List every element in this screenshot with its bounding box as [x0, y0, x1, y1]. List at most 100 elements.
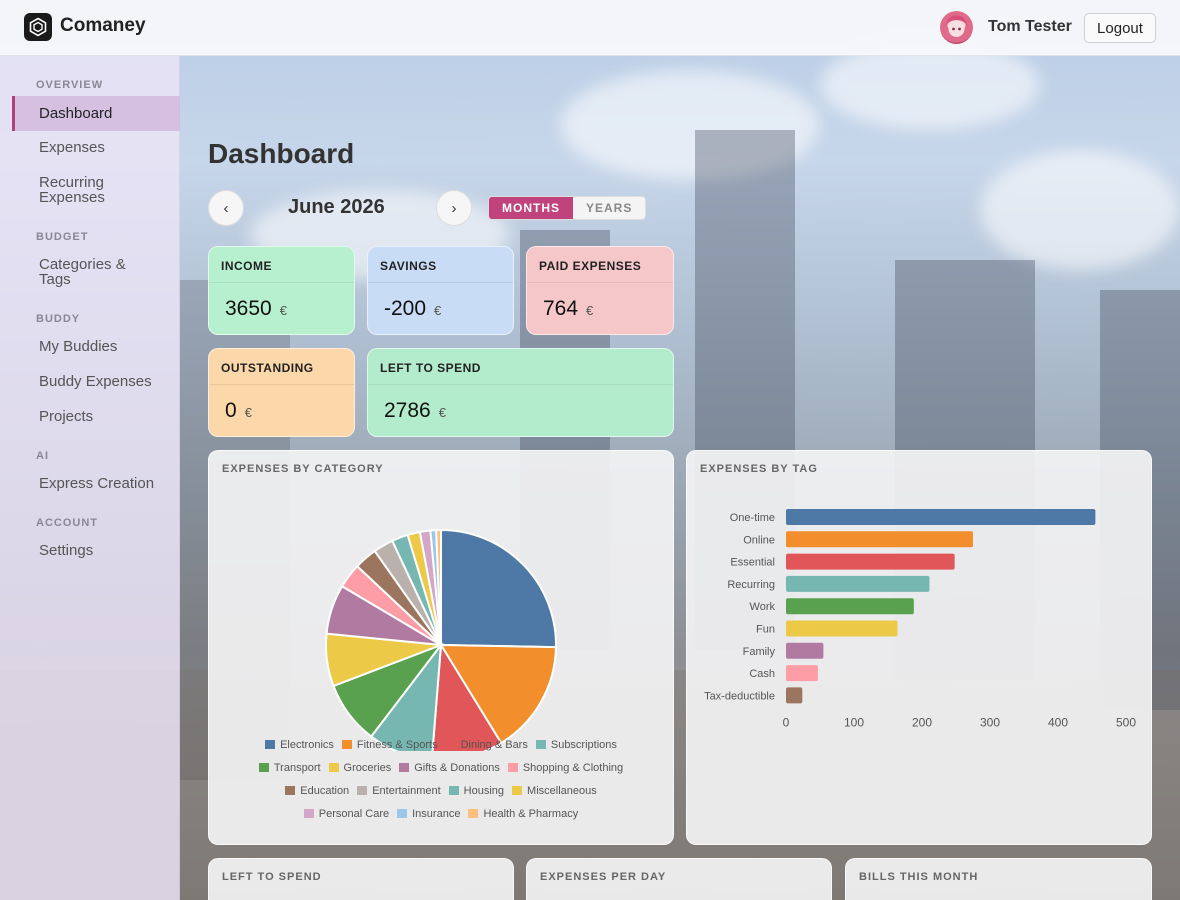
next-period-button[interactable]: › [436, 190, 472, 226]
legend-swatch [265, 740, 276, 749]
bar-one-time[interactable] [786, 509, 1096, 525]
savings-value: -200 [384, 297, 427, 320]
legend-label: Subscriptions [550, 739, 617, 751]
sidebar-section-ai: AI [36, 450, 49, 462]
sidebar: OVERVIEW Dashboard Expenses Recurring Ex… [0, 56, 180, 900]
main-content: Dashboard ‹ June 2026 › MONTHS YEARS INC… [180, 56, 1180, 900]
period-mode-toggle: MONTHS YEARS [488, 196, 647, 220]
user-avatar[interactable] [940, 11, 973, 44]
x-tick-label: 400 [1048, 716, 1068, 730]
legend-label: Electronics [280, 739, 334, 751]
legend-label: Insurance [412, 808, 461, 820]
paid-expenses-value: 764 [543, 297, 579, 320]
legend-label: Fitness & Sports [356, 739, 438, 751]
income-currency: € [279, 303, 287, 318]
legend-item[interactable]: Groceries [328, 762, 391, 774]
legend-label: Health & Pharmacy [483, 808, 579, 820]
legend-swatch [357, 786, 368, 795]
expenses-per-day-panel: EXPENSES PER DAY [526, 858, 832, 900]
sidebar-item-express-creation[interactable]: Express Creation [39, 475, 155, 492]
bar-category-label: Family [743, 646, 776, 658]
chevron-right-icon: › [451, 199, 457, 217]
bar-tax-deductible[interactable] [786, 687, 803, 704]
legend-label: Personal Care [318, 808, 390, 820]
left-to-spend-value: 2786 [384, 399, 431, 422]
expenses-by-tag-title: EXPENSES BY TAG [700, 463, 818, 475]
sidebar-section-budget: BUDGET [36, 231, 89, 243]
sidebar-item-buddy-expenses[interactable]: Buddy Expenses [39, 373, 152, 390]
legend-swatch [512, 786, 523, 795]
legend-swatch [328, 763, 339, 772]
bar-essential[interactable] [786, 553, 955, 570]
legend-item[interactable]: Miscellaneous [512, 785, 597, 797]
top-bar: Comaney Tom Tester Logout [0, 0, 1180, 56]
savings-currency: € [434, 303, 442, 318]
bar-cash[interactable] [786, 665, 818, 682]
legend-item[interactable]: Housing [448, 785, 505, 797]
legend-item[interactable]: Subscriptions [535, 739, 617, 751]
legend-item[interactable]: Shopping & Clothing [507, 762, 623, 774]
app-brand-name[interactable]: Comaney [60, 15, 146, 36]
sidebar-item-recurring-expenses[interactable]: Recurring Expenses [39, 174, 105, 206]
legend-label: Dining & Bars [460, 739, 528, 751]
legend-item[interactable]: Insurance [397, 808, 460, 820]
pie-slice-fitness-sports[interactable] [439, 643, 557, 745]
previous-period-button[interactable]: ‹ [208, 190, 244, 226]
tab-months[interactable]: MONTHS [489, 197, 573, 219]
legend-item[interactable]: Electronics [265, 739, 334, 751]
left-to-spend-card-label: LEFT TO SPEND [368, 349, 673, 385]
legend-item[interactable]: Education [285, 785, 349, 797]
bar-fun[interactable] [786, 620, 898, 637]
app-logo-icon[interactable] [24, 13, 52, 41]
sidebar-item-categories-tags[interactable]: Categories & Tags [39, 256, 126, 288]
legend-swatch [445, 740, 456, 749]
legend-item[interactable]: Transport [258, 762, 321, 774]
expenses-by-category-panel: EXPENSES BY CATEGORY Electronics Fitness … [208, 450, 674, 845]
bar-category-label: Fun [756, 624, 775, 636]
bar-category-label: One-time [730, 512, 775, 524]
legend-swatch [341, 740, 352, 749]
bar-work[interactable] [786, 598, 914, 615]
bar-family[interactable] [786, 642, 824, 659]
legend-item[interactable]: Health & Pharmacy [468, 808, 578, 820]
legend-label: Education [300, 785, 350, 797]
bar-recurring[interactable] [786, 575, 930, 592]
left-to-spend-currency: € [438, 405, 446, 420]
sidebar-item-settings[interactable]: Settings [39, 542, 94, 559]
sidebar-item-projects[interactable]: Projects [39, 408, 94, 425]
sidebar-item-dashboard[interactable]: Dashboard [12, 96, 180, 131]
legend-swatch [397, 809, 408, 818]
pie-slice-health-pharmacy[interactable] [435, 528, 442, 646]
legend-item[interactable]: Fitness & Sports [341, 739, 438, 751]
legend-label: Gifts & Donations [414, 762, 500, 774]
tab-years[interactable]: YEARS [573, 197, 646, 219]
bar-category-label: Online [743, 534, 775, 546]
legend-swatch [468, 809, 479, 818]
bar-category-label: Essential [730, 557, 775, 569]
sidebar-item-my-buddies[interactable]: My Buddies [39, 338, 118, 355]
paid-expenses-card-label: PAID EXPENSES [527, 247, 673, 283]
left-to-spend-panel: LEFT TO SPEND [208, 858, 514, 900]
bar-online[interactable] [786, 531, 973, 548]
income-card-label: INCOME [209, 247, 354, 283]
legend-item[interactable]: Entertainment [357, 785, 441, 797]
sidebar-item-expenses[interactable]: Expenses [39, 139, 105, 156]
outstanding-card: OUTSTANDING 0 € [208, 348, 355, 437]
legend-swatch [399, 763, 410, 772]
legend-item[interactable]: Dining & Bars [445, 739, 528, 751]
legend-item[interactable]: Personal Care [303, 808, 390, 820]
logout-button[interactable]: Logout [1084, 13, 1156, 43]
x-tick-label: 100 [844, 716, 864, 730]
x-tick-label: 500 [1116, 716, 1136, 730]
x-tick-label: 0 [783, 716, 790, 730]
pie-slice-dining-bars[interactable] [431, 641, 503, 751]
bar-category-label: Recurring [727, 579, 775, 591]
legend-swatch [258, 763, 269, 772]
legend-label: Miscellaneous [527, 785, 597, 797]
sidebar-section-buddy: BUDDY [36, 313, 81, 325]
pie-slice-electronics[interactable] [440, 528, 557, 649]
legend-item[interactable]: Gifts & Donations [399, 762, 500, 774]
outstanding-currency: € [244, 405, 252, 420]
legend-label: Housing [463, 785, 505, 797]
left-to-spend-card: LEFT TO SPEND 2786 € [367, 348, 674, 437]
